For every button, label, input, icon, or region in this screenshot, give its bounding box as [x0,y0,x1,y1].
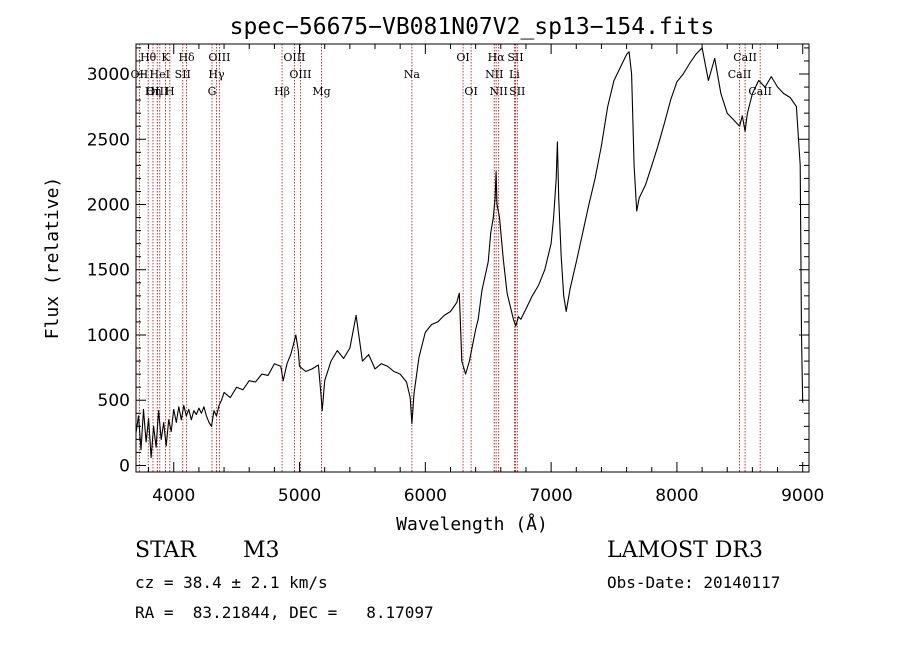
spectral-line-label: OI [464,85,477,98]
spectral-line-label: Hδ [178,51,195,64]
spectral-line-label: Mg [312,85,330,98]
spectral-line-label: SII [507,51,523,64]
spectral-line-label: SII [175,68,191,81]
spectral-line-label: OI [456,51,469,64]
spectral-line-label: Hα [488,51,506,64]
redshift-cz: cz = 38.4 ± 2.1 km/s [135,573,328,592]
spectral-line-label: OIII [208,51,230,64]
observation-date: Obs-Date: 20140117 [607,573,781,592]
y-tick-label: 2500 [87,130,130,150]
spectral-line-label: Hη [145,85,161,98]
chart-title: spec−56675−VB081N07V2_sp13−154.fits [230,14,715,40]
y-tick-label: 3000 [87,65,130,85]
spectral-line-label: NII [485,68,503,81]
spectral-line-label: CaII [733,51,757,64]
spectral-line-label: K [161,51,170,64]
spectral-line-label: Li [509,68,520,81]
survey-name: LAMOST DR3 [607,538,763,563]
x-axis-label: Wavelength (Å) [396,513,548,535]
object-type: STAR [135,538,196,563]
spectrum-series-line [135,47,804,459]
spectral-subclass: M3 [243,538,280,563]
spectral-line-label: CaII [748,85,772,98]
y-tick-label: 1500 [87,261,130,281]
spectral-line-label: OIII [146,85,168,98]
y-tick-label: 500 [98,391,130,411]
spectral-line-label: HeI [150,68,170,81]
x-tick-label: 7000 [529,486,572,506]
plot-frame [135,43,810,473]
y-tick-label: 2000 [87,196,130,216]
spectral-line-label: SII [509,85,525,98]
x-axis-ticks: 4000 5000 6000 7000 8000 9000 [148,44,824,506]
y-tick-label: 1000 [87,326,130,346]
spectral-line-label: CaII [728,68,752,81]
spectral-line-label: Hθ [140,51,157,64]
y-tick-label: 0 [119,456,130,476]
spectral-line-label: G [208,85,217,98]
spectral-line-label: Hγ [208,68,225,81]
spectral-line-label: NII [490,85,508,98]
spectral-line-label: OIII [289,68,311,81]
spectral-line-label: OIII [283,51,305,64]
x-tick-label: 6000 [404,486,447,506]
x-tick-label: 9000 [781,486,824,506]
x-tick-label: 5000 [278,486,321,506]
y-axis-label: Flux (relative) [42,177,63,340]
y-axis-ticks: 0 500 1000 1500 2000 2500 3000 [87,47,809,476]
x-tick-label: 8000 [655,486,698,506]
coordinates: RA = 83.21844, DEC = 8.17097 [135,603,434,622]
spectral-line-label: Hβ [274,85,290,98]
spectral-line-label: Na [404,68,421,81]
spectral-line-label: H [165,85,175,98]
spectral-line-markers [138,44,761,472]
x-tick-label: 4000 [152,486,195,506]
